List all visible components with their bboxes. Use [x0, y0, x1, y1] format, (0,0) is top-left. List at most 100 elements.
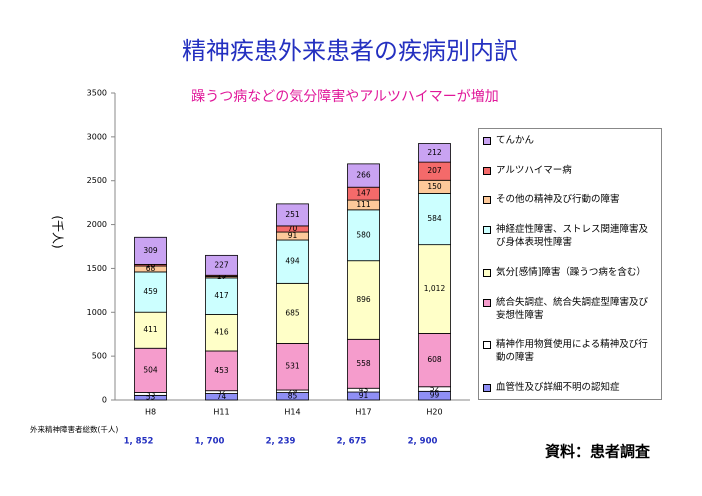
legend-item: 気分[感情]障害（躁うつ病を含む） [483, 266, 657, 279]
total-label: 2, 675 [337, 437, 367, 447]
data-label: 580 [356, 230, 371, 239]
bar-segment [347, 209, 380, 262]
data-label: 251 [285, 210, 300, 219]
data-label: 29 [288, 386, 298, 395]
data-label: 53 [146, 393, 156, 402]
data-label: 147 [356, 189, 371, 198]
data-label: 207 [427, 166, 442, 175]
data-label: 111 [356, 200, 371, 209]
data-label: 68 [146, 264, 156, 273]
legend-label: てんかん [496, 135, 535, 146]
legend-item: その他の精神及び行動の障害 [483, 193, 657, 206]
totals-label: 外来精神障害者総数(千人) [30, 424, 118, 434]
data-label: 52 [430, 384, 440, 393]
data-label: 1,012 [424, 284, 446, 293]
data-label: 896 [356, 295, 371, 304]
bar-segment [205, 314, 238, 352]
data-label: 494 [285, 257, 300, 266]
legend-item: てんかん [483, 134, 657, 147]
legend-item: 精神作用物質使用による精神及び行動の障害 [483, 338, 657, 364]
y-axis-label: (千人) [51, 215, 65, 248]
y-tick-label: 0 [102, 396, 107, 405]
y-tick-label: 1000 [87, 308, 107, 317]
legend-swatch [483, 137, 491, 145]
data-label: 227 [214, 260, 229, 269]
data-label: 417 [214, 291, 229, 300]
total-label: 2, 900 [408, 437, 438, 447]
total-label: 2, 239 [266, 437, 296, 447]
data-label: 212 [427, 148, 442, 157]
bar-segment [134, 347, 167, 393]
x-tick-label: H17 [355, 408, 371, 417]
bar-segment [418, 333, 451, 388]
x-tick-label: H20 [426, 408, 442, 417]
bar-segment [205, 277, 238, 315]
bar-segment [205, 350, 238, 392]
data-label: 43 [359, 385, 369, 394]
bar-segment [134, 311, 167, 349]
data-label: 531 [285, 362, 300, 371]
chart-title: 精神疾患外来患者の疾病別内訳 [182, 37, 518, 65]
data-label: 411 [143, 325, 158, 334]
legend-swatch [483, 383, 491, 392]
data-label: 85 [288, 391, 298, 400]
data-label: 150 [427, 182, 442, 191]
legend-label: 統合失調症、統合失調症型障害及び妄想性障害 [496, 296, 649, 321]
legend-label: 神経症性障害、ストレス関連障害及び身体表現性障害 [496, 224, 649, 249]
chart-subtitle: 躁うつ病などの気分障害やアルツハイマーが増加 [191, 89, 499, 105]
legend-item: 神経症性障害、ストレス関連障害及び身体表現性障害 [483, 223, 657, 249]
y-tick-label: 3500 [87, 89, 107, 98]
y-tick-label: 3000 [87, 132, 107, 141]
legend-label: 精神作用物質使用による精神及び行動の障害 [496, 339, 648, 364]
legend-label: 気分[感情]障害（躁うつ病を含む） [496, 266, 646, 278]
data-label: 33 [146, 389, 156, 398]
legend-item: アルツハイマー病 [483, 164, 657, 177]
bar-segment [134, 236, 167, 265]
data-label: 266 [356, 171, 371, 180]
x-tick-label: H14 [284, 408, 300, 417]
data-label: 608 [427, 355, 442, 364]
bar-segment [205, 254, 238, 276]
data-label: 416 [214, 328, 229, 337]
legend: てんかんアルツハイマー病その他の精神及び行動の障害神経症性障害、ストレス関連障害… [478, 128, 662, 400]
y-tick-label: 1500 [87, 264, 107, 273]
legend-swatch [483, 226, 491, 235]
legend-swatch [483, 166, 491, 175]
data-label: 74 [217, 392, 227, 401]
data-label: 504 [143, 365, 158, 374]
legend-swatch [483, 341, 491, 350]
y-tick-label: 500 [92, 352, 107, 361]
data-label: 91 [288, 231, 298, 240]
source: 資料：患者調査 [545, 443, 651, 461]
bar-segment [418, 193, 451, 246]
legend-label: 血管性及び詳細不明の認知症 [496, 381, 620, 393]
data-label: 453 [214, 366, 229, 375]
data-label: 70 [288, 224, 298, 233]
y-tick-label: 2000 [87, 220, 107, 229]
x-tick-label: H8 [145, 408, 156, 417]
data-label: 685 [285, 308, 300, 317]
bar-segment [418, 143, 451, 163]
data-label: 32 [217, 387, 227, 396]
legend-swatch [483, 268, 491, 277]
legend-item: 血管性及び詳細不明の認知症 [483, 381, 657, 394]
total-label: 1, 852 [124, 437, 154, 447]
bar-segment [276, 343, 309, 391]
bar-segment [347, 163, 380, 188]
data-label: 99 [430, 391, 440, 400]
legend-item: 統合失調症、統合失調症型障害及び妄想性障害 [483, 296, 657, 322]
legend-label: その他の精神及び行動の障害 [496, 194, 620, 206]
x-tick-label: H11 [213, 408, 229, 417]
data-label: 309 [143, 246, 158, 255]
data-label: 558 [356, 359, 371, 368]
data-label: 584 [427, 214, 442, 223]
bar-segment [276, 239, 309, 284]
data-label: 459 [143, 287, 158, 296]
y-tick-label: 2500 [87, 176, 107, 185]
legend-label: アルツハイマー病 [496, 164, 572, 176]
legend-swatch [483, 298, 491, 307]
data-label: 91 [359, 391, 369, 400]
bar-segment [276, 203, 309, 227]
